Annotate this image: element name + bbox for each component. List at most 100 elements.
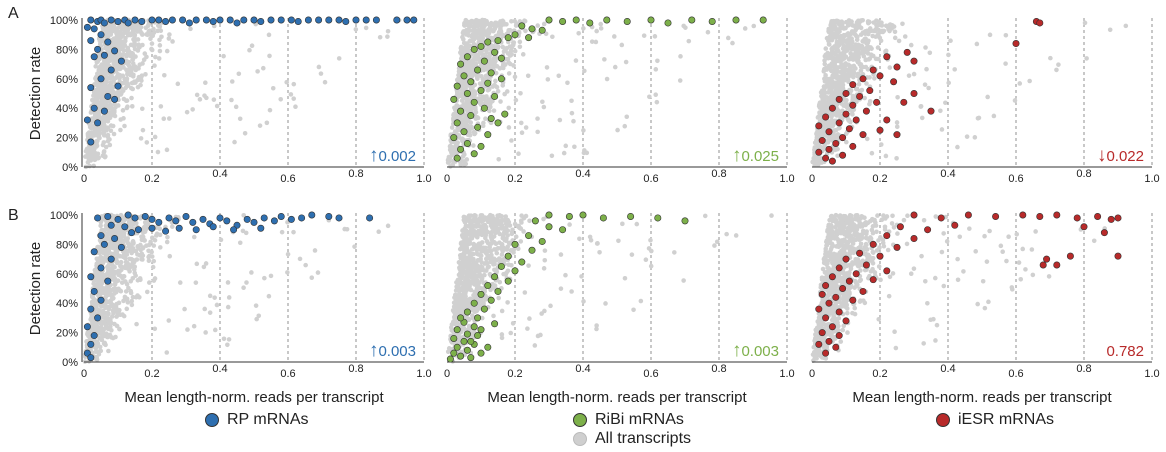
all-transcripts-point [102, 290, 108, 296]
all-transcripts-point [1082, 20, 1088, 26]
group-point [87, 340, 95, 348]
all-transcripts-point [318, 71, 324, 76]
all-transcripts-point [470, 92, 475, 98]
group-point [104, 277, 112, 285]
group-point [294, 17, 302, 25]
all-transcripts-point [955, 144, 960, 150]
all-transcripts-point [835, 49, 841, 54]
x-tick-label: 0.2 [507, 173, 522, 185]
group-point [335, 16, 343, 24]
all-transcripts-point [823, 72, 828, 78]
all-transcripts-point [504, 236, 509, 241]
all-transcripts-point [103, 272, 109, 278]
all-transcripts-point [569, 110, 575, 116]
all-transcripts-point [97, 336, 102, 341]
all-transcripts-point [448, 147, 453, 153]
all-transcripts-point [540, 99, 545, 105]
all-transcripts-point [835, 90, 840, 95]
all-transcripts-point [505, 244, 511, 250]
all-transcripts-point [143, 72, 148, 77]
x-tick-label: 0.4 [212, 168, 227, 180]
all-transcripts-point [541, 266, 547, 271]
group-point [528, 246, 536, 254]
all-transcripts-point [887, 28, 892, 34]
group-point [83, 116, 91, 124]
all-transcripts-point [109, 327, 114, 333]
all-transcripts-point [483, 224, 489, 230]
group-point [511, 31, 519, 39]
all-transcripts-point [108, 123, 114, 128]
all-transcripts-point [485, 253, 491, 258]
all-transcripts-point [467, 132, 473, 138]
group-point [460, 128, 468, 136]
all-transcripts-point [847, 71, 853, 76]
group-point [362, 16, 370, 24]
all-transcripts-point [94, 138, 100, 144]
all-transcripts-point [100, 71, 106, 76]
all-transcripts-point [129, 95, 134, 101]
all-transcripts-point [830, 46, 836, 52]
group-point [450, 349, 458, 357]
all-transcripts-point [124, 77, 129, 83]
group-point [845, 125, 853, 133]
group-point [1012, 40, 1020, 48]
all-transcripts-point [99, 97, 105, 103]
all-transcripts-point [932, 275, 938, 281]
all-transcripts-point [826, 55, 831, 61]
all-transcripts-point [506, 125, 512, 130]
all-transcripts-point [101, 286, 106, 291]
group-point [477, 42, 485, 50]
all-transcripts-point [316, 64, 322, 70]
row-label-B: B [8, 207, 19, 224]
all-transcripts-point [861, 53, 867, 59]
all-transcripts-point [476, 96, 482, 101]
all-transcripts-point [97, 238, 103, 243]
all-transcripts-point [123, 248, 128, 254]
all-transcripts-point [541, 216, 546, 222]
group-point [446, 355, 454, 363]
group-point [90, 53, 98, 61]
all-transcripts-point [131, 240, 136, 246]
all-transcripts-point [822, 90, 828, 95]
all-transcripts-point [503, 214, 509, 219]
group-point [627, 212, 635, 220]
all-transcripts-point [490, 219, 495, 225]
group-point [463, 90, 471, 98]
all-transcripts-point [191, 234, 197, 240]
all-transcripts-point [461, 232, 466, 238]
all-transcripts-point [844, 139, 849, 145]
group-point [97, 264, 105, 272]
all-transcripts-point [853, 47, 858, 52]
group-point [815, 122, 823, 130]
all-transcripts-point [456, 298, 462, 304]
all-transcripts-point [483, 20, 489, 25]
x-tick-label: 0.4 [212, 363, 227, 375]
all-transcripts-point [881, 28, 887, 34]
group-point [450, 134, 458, 142]
all-transcripts-point [149, 46, 154, 52]
group-point [839, 151, 847, 159]
all-transcripts-point [523, 125, 529, 130]
group-point [97, 232, 105, 240]
all-transcripts-point [449, 152, 455, 158]
all-transcripts-point [860, 46, 866, 52]
all-transcripts-point [876, 56, 881, 62]
all-transcripts-point [479, 36, 485, 42]
group-point [107, 255, 115, 263]
all-transcripts-point [653, 67, 659, 72]
x-tick-label: 0.8 [711, 363, 726, 375]
x-tick-label: 0.6 [643, 368, 658, 380]
all-transcripts-point [862, 95, 867, 101]
all-transcripts-point [494, 64, 500, 69]
all-transcripts-point [152, 134, 158, 140]
all-transcripts-point [830, 75, 835, 81]
all-transcripts-point [309, 275, 315, 280]
all-transcripts-point [501, 218, 507, 223]
x-tick-label: 0 [81, 173, 87, 185]
all-transcripts-point [622, 275, 628, 281]
all-transcripts-point [868, 52, 874, 58]
x-tick-label: 0.2 [144, 173, 159, 185]
all-transcripts-point [505, 268, 511, 274]
all-transcripts-point [544, 65, 550, 70]
group-point [491, 273, 499, 281]
